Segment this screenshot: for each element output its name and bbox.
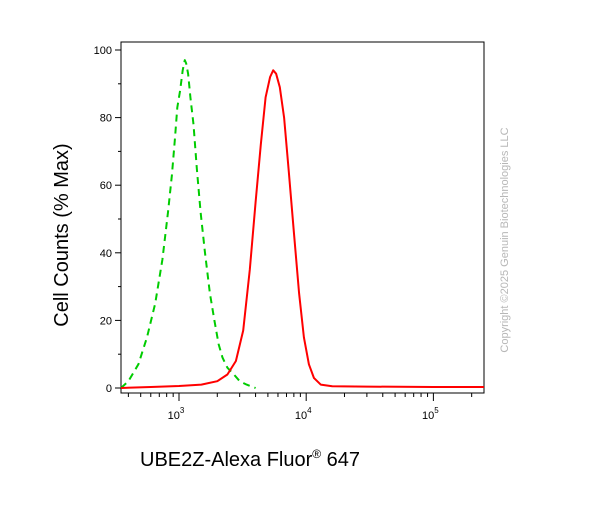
- y-tick-label: 60: [100, 180, 112, 192]
- y-tick-label: 80: [100, 113, 112, 125]
- y-tick-label: 40: [100, 248, 112, 260]
- x-tick-label-exponent: 5: [434, 406, 439, 415]
- registered-mark: ®: [312, 447, 322, 461]
- x-tick-label: 103: [168, 406, 185, 422]
- y-tick-label: 100: [94, 45, 112, 57]
- x-tick-label-exponent: 4: [307, 406, 312, 415]
- plot-area-border: [120, 41, 485, 394]
- x-axis-label: UBE2Z-Alexa Fluor® 647: [140, 447, 360, 472]
- x-tick-label: 105: [422, 406, 439, 422]
- data-series: [120, 59, 484, 389]
- x-tick-label: 104: [295, 406, 312, 422]
- x-axis: 103 104 105: [127, 393, 473, 422]
- y-axis: 0 20 40 60 80 100: [94, 45, 121, 395]
- y-tick-label: 20: [100, 315, 112, 327]
- x-tick-label-exponent: 3: [180, 406, 185, 415]
- sample-curve: [120, 69, 484, 389]
- x-axis-label-main: UBE2Z-Alexa Fluor: [140, 449, 313, 471]
- x-tick-label-base: 10: [168, 410, 180, 422]
- isotype-control-curve: [120, 59, 256, 389]
- x-tick-label-base: 10: [422, 410, 434, 422]
- y-tick-label: 0: [106, 383, 112, 395]
- copyright-text: Copyright ©2025 Genuin Biotechnologies L…: [499, 127, 511, 353]
- x-axis-label-suffix: 647: [321, 449, 361, 471]
- y-axis-label: Cell Counts (% Max): [51, 143, 73, 327]
- x-tick-label-base: 10: [295, 410, 307, 422]
